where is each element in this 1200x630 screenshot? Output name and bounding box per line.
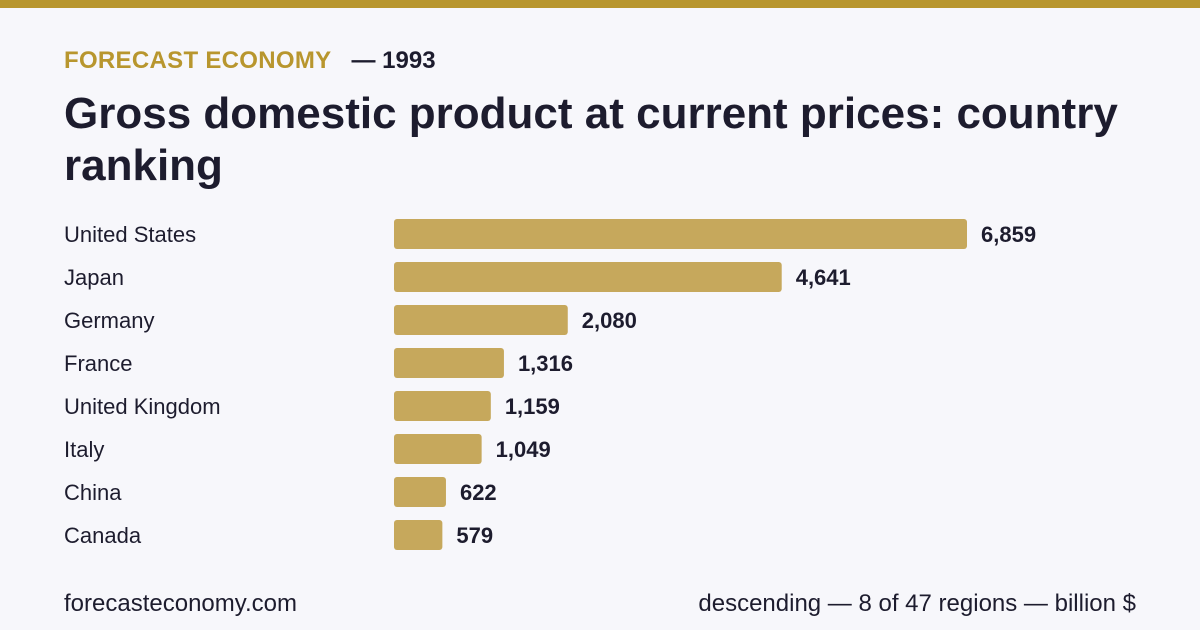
bar bbox=[394, 520, 443, 550]
region-count: 8 of 47 regions bbox=[858, 590, 1018, 617]
bar bbox=[394, 477, 446, 507]
value-label: 1,049 bbox=[496, 437, 551, 462]
bar bbox=[394, 219, 967, 249]
year-label: — 1993 bbox=[351, 47, 436, 74]
category-label: United Kingdom bbox=[64, 394, 221, 419]
category-label: Japan bbox=[64, 265, 124, 290]
chart-meta: descending — 8 of 47 regions — billion $ bbox=[698, 590, 1136, 618]
value-label: 2,080 bbox=[582, 308, 637, 333]
value-label: 579 bbox=[456, 523, 493, 548]
site-url: forecasteconomy.com bbox=[64, 590, 297, 617]
bar bbox=[394, 262, 782, 292]
category-label: Germany bbox=[64, 308, 154, 333]
bar bbox=[394, 348, 504, 378]
value-label: 4,641 bbox=[796, 265, 851, 290]
value-label: 6,859 bbox=[981, 222, 1036, 247]
bar bbox=[394, 391, 491, 421]
category-label: United States bbox=[64, 222, 196, 247]
category-label: China bbox=[64, 480, 122, 505]
top-accent-rule bbox=[0, 0, 1200, 8]
bar bbox=[394, 305, 568, 335]
meta-separator: — bbox=[1017, 590, 1055, 617]
value-label: 622 bbox=[460, 480, 497, 505]
sort-order: descending bbox=[698, 590, 822, 617]
brand-label: FORECAST ECONOMY bbox=[64, 47, 332, 74]
kicker: FORECAST ECONOMY — 1993 bbox=[64, 44, 436, 78]
value-label: 1,316 bbox=[518, 351, 573, 376]
chart-title: Gross domestic product at current prices… bbox=[64, 89, 1118, 190]
unit-label: billion $ bbox=[1054, 590, 1136, 617]
meta-separator: — bbox=[821, 590, 859, 617]
bar bbox=[394, 434, 482, 464]
value-label: 1,159 bbox=[505, 394, 560, 419]
category-label: Canada bbox=[64, 523, 142, 548]
category-label: Italy bbox=[64, 437, 104, 462]
category-label: France bbox=[64, 351, 132, 376]
